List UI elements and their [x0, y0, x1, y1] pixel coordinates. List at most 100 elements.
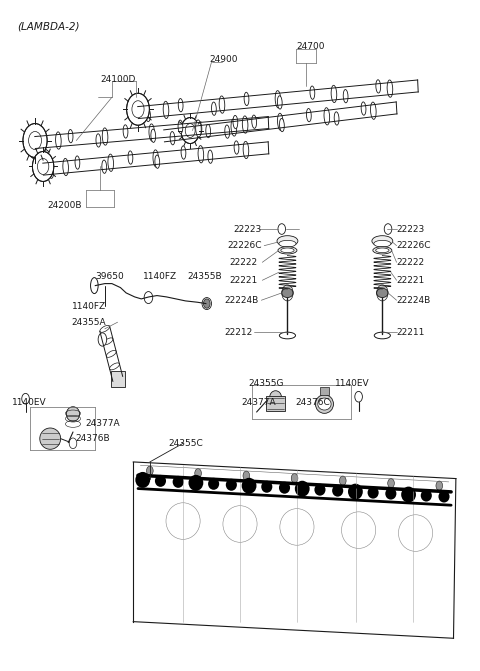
Ellipse shape [277, 236, 298, 246]
Ellipse shape [324, 107, 330, 125]
Ellipse shape [128, 151, 133, 164]
Text: 22222: 22222 [396, 258, 425, 267]
Ellipse shape [231, 119, 237, 136]
Ellipse shape [270, 391, 281, 404]
Ellipse shape [279, 482, 290, 494]
Text: 24900: 24900 [209, 55, 238, 64]
Ellipse shape [102, 160, 107, 173]
Ellipse shape [279, 240, 296, 247]
Text: 24700: 24700 [296, 42, 324, 50]
Ellipse shape [233, 115, 238, 129]
Ellipse shape [295, 480, 310, 497]
Circle shape [195, 468, 202, 478]
Ellipse shape [163, 101, 169, 119]
Ellipse shape [331, 85, 337, 103]
Circle shape [436, 481, 443, 491]
Ellipse shape [202, 297, 212, 309]
Ellipse shape [96, 134, 101, 147]
Text: 22223: 22223 [233, 225, 261, 234]
Ellipse shape [198, 146, 204, 163]
Text: 24376C: 24376C [296, 397, 330, 407]
Ellipse shape [275, 91, 281, 108]
Ellipse shape [123, 125, 128, 138]
Text: 1140EV: 1140EV [335, 379, 370, 388]
Ellipse shape [277, 96, 282, 109]
Ellipse shape [75, 156, 80, 169]
Text: 22224B: 22224B [224, 296, 259, 305]
Ellipse shape [173, 476, 184, 488]
Ellipse shape [181, 146, 186, 159]
Ellipse shape [91, 278, 98, 294]
Text: 24100D: 24100D [100, 74, 135, 84]
Ellipse shape [387, 80, 393, 97]
Ellipse shape [197, 121, 202, 135]
Ellipse shape [153, 150, 158, 167]
Ellipse shape [208, 150, 213, 163]
Ellipse shape [244, 93, 249, 105]
Ellipse shape [281, 248, 294, 253]
Circle shape [181, 117, 199, 144]
Ellipse shape [178, 99, 183, 112]
Ellipse shape [318, 398, 331, 410]
Text: 22223: 22223 [396, 225, 425, 234]
Ellipse shape [206, 124, 211, 138]
Ellipse shape [234, 141, 239, 154]
Ellipse shape [149, 124, 155, 141]
Ellipse shape [155, 475, 166, 487]
Text: 1140EV: 1140EV [12, 397, 47, 407]
Circle shape [33, 152, 54, 181]
Circle shape [146, 466, 153, 476]
Ellipse shape [98, 333, 107, 346]
Ellipse shape [261, 480, 272, 493]
Ellipse shape [315, 395, 334, 413]
Text: 22222: 22222 [229, 258, 258, 267]
Circle shape [291, 474, 298, 483]
Ellipse shape [135, 472, 150, 488]
Ellipse shape [108, 154, 113, 171]
Ellipse shape [196, 120, 201, 137]
Text: 1140FZ: 1140FZ [143, 272, 177, 281]
Ellipse shape [226, 479, 237, 491]
Ellipse shape [334, 112, 339, 125]
Text: 1140FZ: 1140FZ [72, 303, 106, 311]
Ellipse shape [219, 96, 225, 113]
Text: 24376B: 24376B [75, 434, 110, 443]
Ellipse shape [252, 115, 256, 128]
Ellipse shape [401, 486, 416, 503]
Ellipse shape [40, 428, 60, 450]
Ellipse shape [41, 138, 46, 152]
Text: (LAMBDA-2): (LAMBDA-2) [17, 21, 80, 31]
Ellipse shape [145, 108, 150, 121]
Ellipse shape [371, 102, 376, 119]
Ellipse shape [68, 130, 73, 143]
Ellipse shape [385, 488, 396, 500]
Ellipse shape [243, 142, 249, 158]
Circle shape [23, 123, 47, 158]
Text: 24355B: 24355B [187, 272, 221, 281]
Ellipse shape [361, 102, 366, 115]
Ellipse shape [184, 124, 190, 142]
Ellipse shape [277, 113, 283, 131]
Ellipse shape [208, 478, 219, 490]
Ellipse shape [63, 158, 69, 176]
Ellipse shape [279, 118, 284, 132]
Ellipse shape [376, 248, 389, 253]
Text: 22224B: 22224B [396, 296, 431, 305]
Bar [320, 386, 329, 395]
Ellipse shape [56, 132, 61, 149]
Ellipse shape [368, 486, 379, 499]
Ellipse shape [282, 289, 293, 297]
Ellipse shape [348, 484, 363, 500]
Ellipse shape [155, 155, 160, 168]
Ellipse shape [102, 128, 108, 145]
Ellipse shape [372, 236, 393, 246]
Ellipse shape [189, 475, 204, 491]
Ellipse shape [69, 438, 77, 449]
Ellipse shape [151, 129, 156, 142]
Ellipse shape [242, 116, 248, 133]
Text: 22212: 22212 [224, 327, 252, 337]
Ellipse shape [278, 247, 297, 254]
Ellipse shape [421, 490, 432, 501]
Ellipse shape [178, 120, 183, 134]
Circle shape [144, 292, 153, 303]
